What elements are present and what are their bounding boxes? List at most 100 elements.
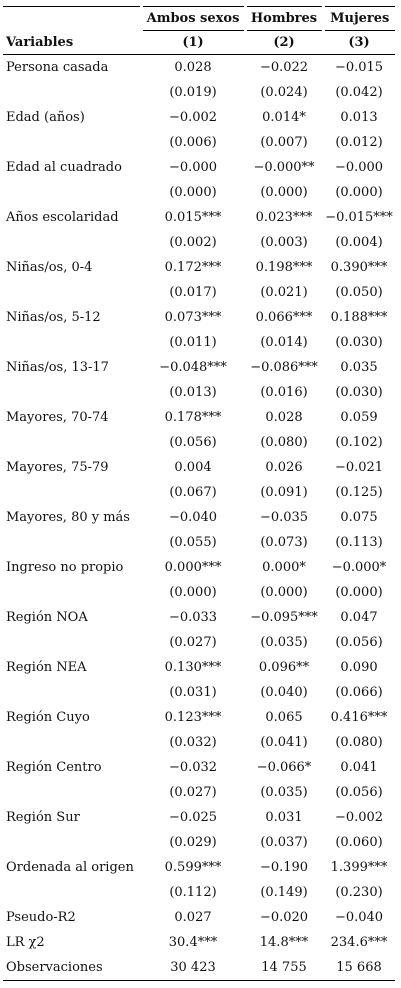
row-label [3, 480, 141, 505]
table-row-coefficient: Ingreso no propio 0.000*** 0.000* −0.000* [3, 555, 395, 580]
cell-col-3: (0.060) [335, 835, 383, 850]
table-row-coefficient: Región Cuyo 0.123*** 0.065 0.416*** [3, 705, 395, 730]
row-label [3, 330, 141, 355]
cell-col-1: (0.027) [169, 635, 217, 650]
row-label: Región Cuyo [6, 710, 90, 725]
cell-col-3: (0.056) [335, 785, 383, 800]
table-row-coefficient: Mayores, 70-74 0.178*** 0.028 0.059 [3, 405, 395, 430]
cell-col-2: −0.035 [259, 510, 309, 525]
cell-col-1: −0.033 [168, 610, 218, 625]
table-row-std-error: (0.002) (0.003) (0.004) [3, 230, 395, 255]
row-label: Niñas/os, 5-12 [6, 310, 101, 325]
table-body: Persona casada 0.028 −0.022 −0.015 (0.019) (0… [3, 55, 395, 981]
row-label [3, 230, 141, 255]
cell-col-1: (0.002) [169, 235, 217, 250]
cell-col-3: (0.004) [335, 235, 383, 250]
cell-col-1: (0.000) [169, 185, 217, 200]
table-row-std-error: (0.112) (0.149) (0.230) [3, 880, 395, 905]
cell-col-2: (0.024) [260, 85, 308, 100]
cell-col-2: (0.037) [260, 835, 308, 850]
cell-col-1: (0.006) [169, 135, 217, 150]
table-row-coefficient: Niñas/os, 0-4 0.172*** 0.198*** 0.390*** [3, 255, 395, 280]
cell-col-2: 14 755 [245, 955, 323, 981]
cell-col-3: 1.399*** [330, 860, 388, 875]
table-row-coefficient: Años escolaridad 0.015*** 0.023*** −0.015**… [3, 205, 395, 230]
table-row-coefficient: Edad al cuadrado −0.000 −0.000** −0.000 [3, 155, 395, 180]
cell-col-2: (0.149) [260, 885, 308, 900]
cell-col-3: 0.188*** [330, 310, 388, 325]
row-label: Niñas/os, 13-17 [6, 360, 109, 375]
cell-col-1: 0.599*** [164, 860, 222, 875]
table-row-coefficient: Ordenada al origen 0.599*** −0.190 1.399*** [3, 855, 395, 880]
cell-col-3: −0.000* [331, 560, 387, 575]
header-group-mujeres: Mujeres [321, 6, 395, 31]
cell-col-3: (0.000) [335, 585, 383, 600]
table-row-coefficient: Región Sur −0.025 0.031 −0.002 [3, 805, 395, 830]
cell-col-1: (0.000) [169, 585, 217, 600]
table-row-std-error: (0.013) (0.016) (0.030) [3, 380, 395, 405]
cell-col-3: 0.059 [340, 410, 378, 425]
cell-col-2: (0.014) [260, 335, 308, 350]
header-col-2: (2) [245, 30, 323, 55]
cell-col-2: (0.035) [260, 785, 308, 800]
row-label: Pseudo-R2 [6, 910, 76, 925]
cell-col-3: 0.416*** [330, 710, 388, 725]
cell-col-2: −0.000** [253, 160, 315, 175]
cell-col-2: 0.028 [265, 410, 303, 425]
cell-col-2: (0.080) [260, 435, 308, 450]
row-label [3, 780, 141, 805]
cell-col-2: (0.000) [260, 585, 308, 600]
cell-col-3: −0.015*** [325, 210, 393, 225]
cell-col-2: 0.198*** [255, 260, 313, 275]
cell-col-2: −0.095*** [250, 610, 318, 625]
row-label: Región NOA [6, 610, 88, 625]
cell-col-3: (0.042) [335, 85, 383, 100]
row-label: Región NEA [6, 660, 87, 675]
cell-col-1: 0.000*** [164, 560, 222, 575]
header-number-row: Variables (1) (2) (3) [3, 30, 395, 55]
cell-col-2: (0.021) [260, 285, 308, 300]
cell-col-3: −0.002 [334, 810, 384, 825]
cell-col-1: −0.025 [168, 810, 218, 825]
cell-col-3: 0.035 [340, 360, 378, 375]
table-row-std-error: (0.011) (0.014) (0.030) [3, 330, 395, 355]
cell-col-3: −0.015 [334, 60, 384, 75]
cell-col-2: −0.086*** [250, 360, 318, 375]
table-row-coefficient: Región NEA 0.130*** 0.096** 0.090 [3, 655, 395, 680]
cell-col-1: (0.011) [169, 335, 217, 350]
table-row-std-error: (0.067) (0.091) (0.125) [3, 480, 395, 505]
cell-col-3: (0.000) [335, 185, 383, 200]
cell-col-2: 0.066*** [255, 310, 313, 325]
row-label: Años escolaridad [6, 210, 119, 225]
cell-col-1: 0.172*** [164, 260, 222, 275]
header-group-row: Ambos sexos Hombres Mujeres [3, 6, 395, 31]
cell-col-2: 0.000* [262, 560, 306, 575]
cell-col-2: −0.190 [259, 860, 309, 875]
cell-col-3: (0.080) [335, 735, 383, 750]
cell-col-3: 0.075 [340, 510, 378, 525]
cell-col-1: 30 423 [141, 955, 245, 981]
cell-col-3: (0.030) [335, 385, 383, 400]
cell-col-2: (0.091) [260, 485, 308, 500]
table-row-coefficient: Niñas/os, 13-17 −0.048*** −0.086*** 0.035 [3, 355, 395, 380]
row-label: LR χ2 [6, 935, 45, 950]
row-label: Observaciones [3, 955, 141, 981]
table-row-std-error: (0.006) (0.007) (0.012) [3, 130, 395, 155]
cell-col-1: (0.032) [169, 735, 217, 750]
table-row-coefficient: Niñas/os, 5-12 0.073*** 0.066*** 0.188*** [3, 305, 395, 330]
cell-col-3: 15 668 [323, 955, 395, 981]
cell-col-3: (0.102) [335, 435, 383, 450]
cell-col-2: −0.020 [259, 910, 309, 925]
cell-col-2: −0.066* [256, 760, 312, 775]
header-blank-cell [3, 6, 141, 31]
cell-col-3: 0.047 [340, 610, 378, 625]
table-row-std-error: (0.029) (0.037) (0.060) [3, 830, 395, 855]
cell-col-3: 0.090 [340, 660, 378, 675]
table-row-std-error: (0.032) (0.041) (0.080) [3, 730, 395, 755]
cell-col-3: 0.390*** [330, 260, 388, 275]
cell-col-2: 0.065 [265, 710, 303, 725]
header-col-1: (1) [141, 30, 245, 55]
table-row-std-error: (0.031) (0.040) (0.066) [3, 680, 395, 705]
row-label [3, 430, 141, 455]
cell-col-2: −0.022 [259, 60, 309, 75]
